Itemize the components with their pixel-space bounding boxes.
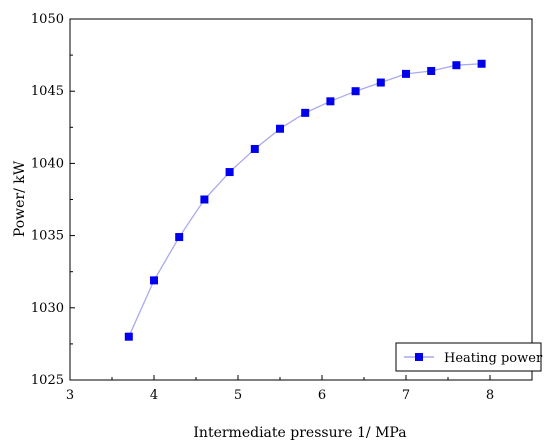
data-point xyxy=(225,168,234,177)
legend-marker xyxy=(415,353,423,361)
x-tick-label: 5 xyxy=(234,388,242,403)
data-point xyxy=(427,66,436,75)
x-tick-label: 8 xyxy=(486,388,494,403)
x-tick-label: 6 xyxy=(318,388,326,403)
data-point xyxy=(124,332,133,341)
x-tick-label: 3 xyxy=(66,388,74,403)
y-tick-label: 1040 xyxy=(31,156,64,171)
data-point xyxy=(402,69,410,78)
legend: Heating power xyxy=(395,342,543,372)
x-tick-label: 4 xyxy=(150,388,158,403)
x-axis-title: Intermediate pressure 1/ MPa xyxy=(193,425,406,441)
legend-label: Heating power xyxy=(444,351,543,366)
y-tick-label: 1050 xyxy=(31,12,64,27)
data-point xyxy=(452,61,461,70)
data-point xyxy=(301,108,310,117)
data-point xyxy=(276,124,284,133)
y-tick-label: 1045 xyxy=(31,84,64,99)
data-point xyxy=(175,233,184,242)
series-line xyxy=(128,63,482,337)
data-point xyxy=(326,97,335,106)
y-axis-title: Power/ kW xyxy=(12,160,28,237)
y-tick-label: 1025 xyxy=(31,373,64,388)
plot-frame xyxy=(69,18,533,381)
data-point xyxy=(250,144,259,153)
y-tick-label: 1030 xyxy=(31,301,64,316)
data-point xyxy=(200,195,209,204)
data-point xyxy=(351,87,360,96)
axes: 3 4 5 6 7 8 1025 1030 1035 1040 1045 1050 xyxy=(31,12,533,403)
data-point xyxy=(376,78,385,87)
legend-box xyxy=(395,342,542,372)
data-point xyxy=(150,276,158,285)
x-tick-label: 7 xyxy=(402,388,410,403)
series-layer xyxy=(124,59,486,341)
y-tick-label: 1035 xyxy=(31,229,64,244)
data-point xyxy=(477,59,486,68)
